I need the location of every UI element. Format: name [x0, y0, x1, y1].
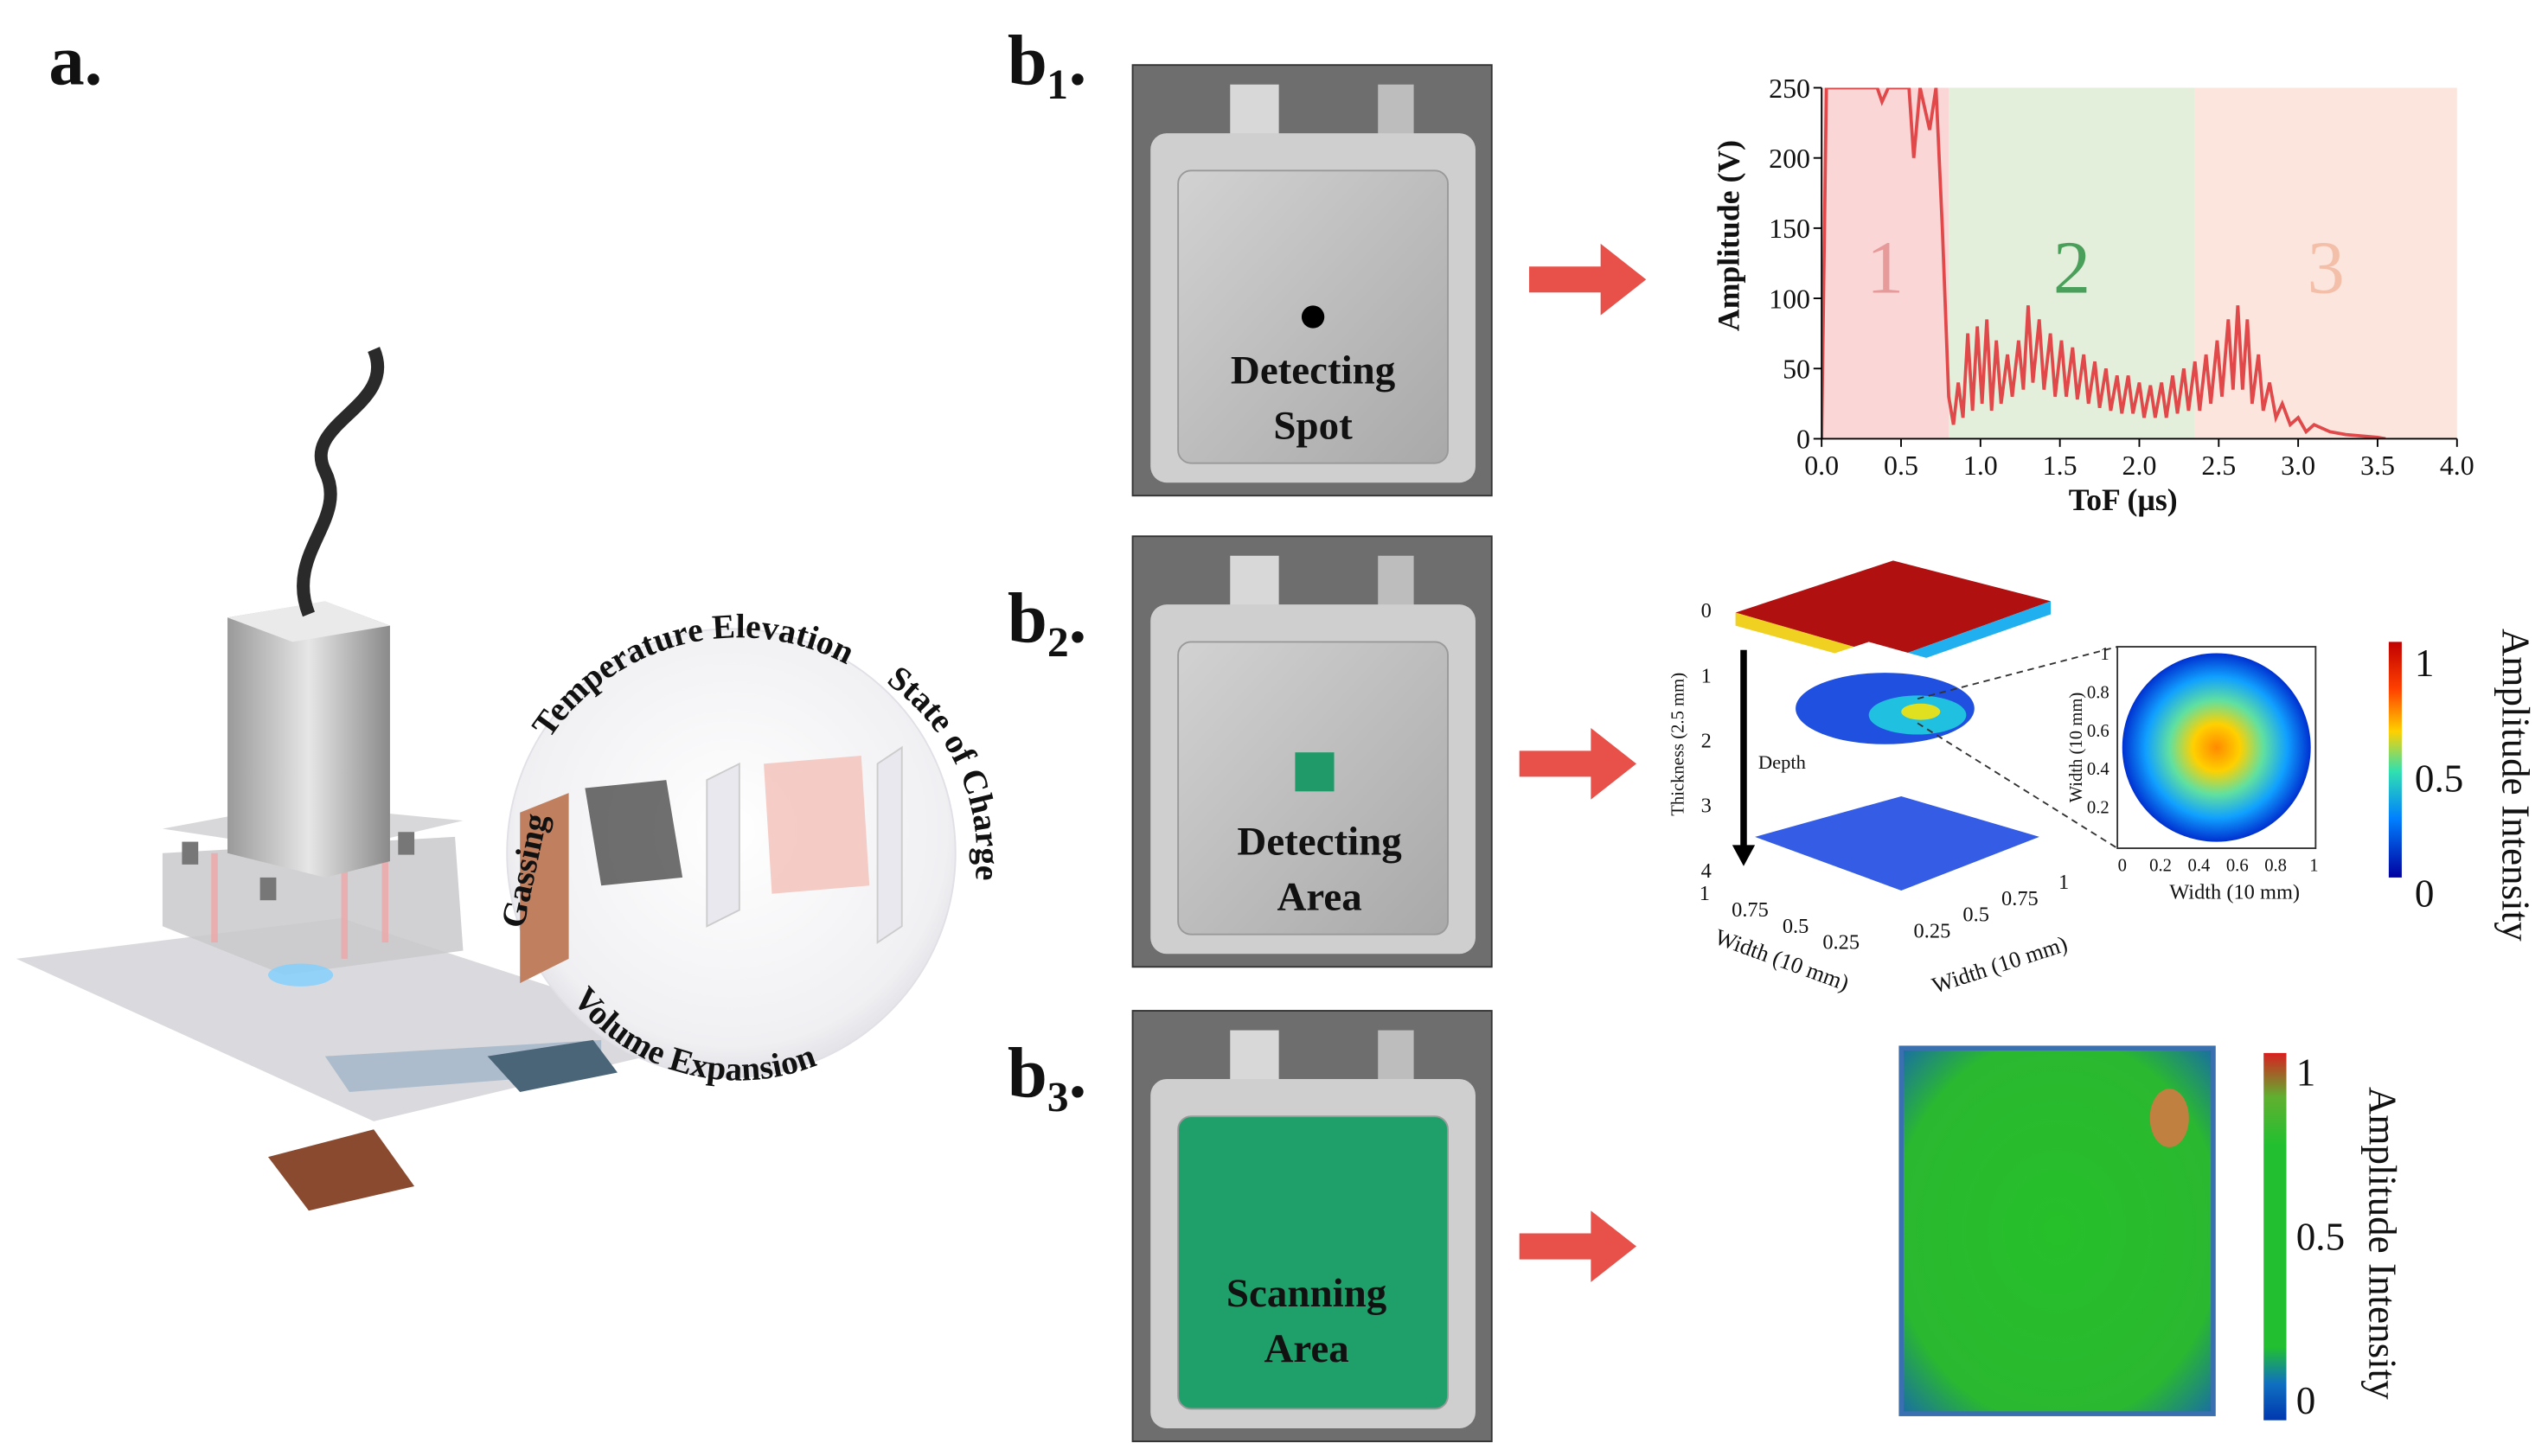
width-tick-label: 0.25: [1822, 931, 1860, 955]
inset-tick-label: 1: [2309, 856, 2318, 875]
inset-tick-label: 0: [2118, 856, 2127, 875]
y-tick-label: 250: [1769, 73, 1810, 104]
inset-tick-label: 0.2: [2149, 856, 2172, 875]
inset-x-label: Width (10 mm): [2169, 880, 2300, 904]
width-tick-label: 1: [2058, 871, 2069, 894]
region-label: 3: [2308, 226, 2345, 309]
battery-label: Area: [1277, 874, 1361, 919]
thickness-tick-label: 2: [1701, 730, 1712, 753]
thickness-tick-label: 3: [1701, 795, 1712, 818]
x-axis-label: ToF (µs): [2069, 482, 2178, 517]
width-tick-label: 0.5: [1962, 904, 1989, 927]
panel-label: b₂.: [1008, 578, 1086, 657]
y-tick-label: 200: [1769, 144, 1810, 174]
inset-tick-label: 0.4: [2087, 760, 2109, 779]
detecting-area: [1295, 752, 1335, 792]
colorbar-label: Amplitude Intensity: [2360, 1087, 2404, 1400]
probe-illustration: [16, 347, 715, 1211]
width-tick-label: 1: [1700, 882, 1710, 905]
x-tick-label: 1.0: [1963, 450, 1998, 481]
battery-label: Spot: [1273, 403, 1353, 448]
battery-cell: [1177, 1115, 1449, 1410]
y-axis-label: Amplitude (V): [1711, 140, 1745, 331]
line-chart: 1 2 3 0.0 0.5 1.0 1.5 2.0 2.5 3.0 3.5 4.0 0 50 100 150 2…: [1711, 73, 2474, 517]
colorbar-tick-label: 0.5: [2415, 757, 2463, 800]
battery-tab: [1230, 555, 1279, 613]
y-tick-label: 0: [1796, 425, 1810, 455]
y-tick-label: 50: [1783, 354, 1810, 385]
amplitude-line: [1821, 87, 2386, 439]
width-tick-label: 0.25: [1914, 919, 1951, 942]
colorbar-tick-label: 0: [2415, 872, 2435, 916]
battery-tab: [1230, 1030, 1279, 1088]
thickness-tick-label: 1: [1701, 664, 1712, 687]
battery-label: Detecting: [1237, 820, 1402, 865]
width-tick-label: 0.5: [1783, 915, 1809, 938]
colorbar-tick-label: 0.5: [2296, 1215, 2345, 1258]
volume-plot: [1732, 560, 2402, 1421]
colorbar-tick-label: 1: [2415, 642, 2435, 685]
battery-tab: [1378, 84, 1414, 142]
width-tick-label: 0.75: [2001, 887, 2039, 910]
detecting-spot: [1301, 305, 1325, 329]
thickness-tick-label: 4: [1701, 859, 1712, 883]
inset-tick-label: 0.2: [2087, 798, 2109, 817]
inset-tick-label: 0.4: [2188, 856, 2211, 875]
arrows: [1519, 243, 1647, 1282]
width-tick-label: 0.75: [1732, 898, 1769, 922]
battery-tab: [1230, 84, 1279, 142]
x-tick-label: 2.5: [2201, 450, 2236, 481]
x-tick-label: 0.5: [1884, 450, 1918, 481]
colorbar-label: Amplitude Intensity: [2494, 629, 2537, 942]
battery-label: Area: [1264, 1326, 1348, 1371]
region-label: 2: [2053, 226, 2090, 309]
colorbar-tick-label: 0: [2296, 1379, 2316, 1422]
y-tick-label: 100: [1769, 284, 1810, 314]
inset-y-label: Width (10 mm): [2067, 693, 2086, 803]
region: [2194, 87, 2457, 439]
inset-tick-label: 1: [2100, 645, 2109, 664]
inset-tick-label: 0.6: [2087, 722, 2109, 741]
batteries: Detecting Spot Detecting Area Scanning Area: [1131, 64, 1493, 1443]
inset-tick-label: 0.8: [2087, 683, 2109, 702]
battery-tab: [1378, 555, 1414, 613]
x-tick-label: 0.0: [1804, 450, 1839, 481]
depth-annotation: Depth: [1758, 751, 1806, 773]
battery-label: Scanning: [1226, 1271, 1387, 1316]
y-tick-label: 150: [1769, 214, 1810, 244]
x-tick-label: 3.5: [2360, 450, 2395, 481]
region: [1821, 87, 1949, 439]
x-tick-label: 1.5: [2043, 450, 2077, 481]
x-tick-label: 4.0: [2440, 450, 2474, 481]
panel-label: b₁.: [1008, 21, 1086, 100]
inset-tick-label: 0.8: [2264, 856, 2287, 875]
x-tick-label: 2.0: [2122, 450, 2157, 481]
x-tick-label: 3.0: [2281, 450, 2315, 481]
thickness-label: Thickness (2.5 mm): [1668, 673, 1687, 816]
panel-label: a.: [48, 21, 102, 100]
region-label: 1: [1866, 226, 1904, 309]
sphere: [506, 628, 957, 1079]
inset-tick-label: 0.6: [2226, 856, 2249, 875]
thickness-tick-label: 0: [1701, 599, 1712, 623]
panel-label: b₃.: [1008, 1033, 1086, 1113]
battery-tab: [1378, 1030, 1414, 1088]
colorbar-tick-label: 1: [2296, 1050, 2316, 1094]
battery-label: Detecting: [1231, 348, 1396, 393]
